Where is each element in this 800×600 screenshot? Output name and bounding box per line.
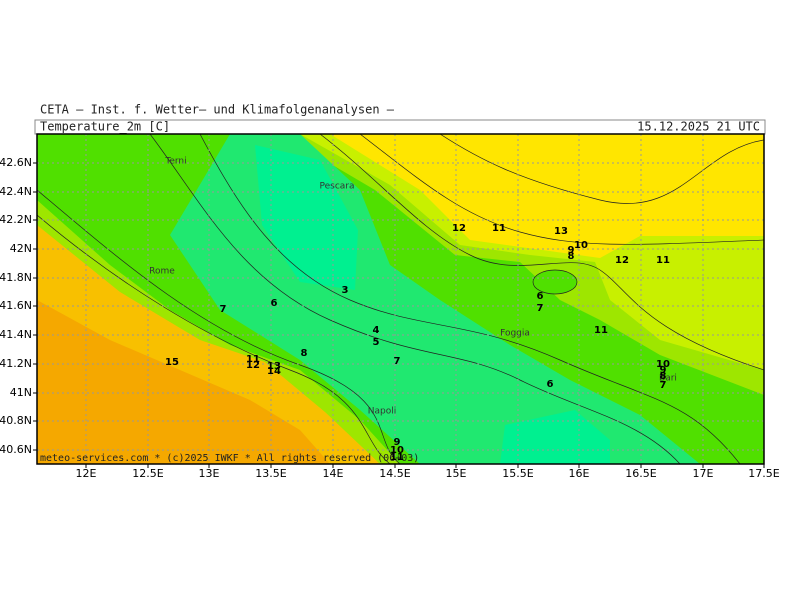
x-tick-label: 16.5E — [625, 467, 656, 480]
contour-label: 12 — [452, 223, 466, 234]
contour-label: 10 — [574, 240, 588, 251]
city-label: Napoli — [368, 407, 396, 417]
contour-label: 11 — [492, 223, 506, 234]
temperature-field — [37, 134, 764, 464]
contour-label: 11 — [390, 452, 404, 463]
contour-label: 6 — [271, 298, 278, 309]
y-tick-label: 41.4N — [0, 328, 32, 341]
contour-label: 7 — [394, 356, 401, 367]
contour-label: 14 — [267, 366, 281, 377]
x-tick-label: 12.5E — [132, 467, 163, 480]
x-tick-label: 12E — [76, 467, 97, 480]
source-title: CETA — Inst. f. Wetter— und Klimafolgena… — [40, 103, 395, 117]
contour-label: 13 — [267, 361, 281, 372]
x-tick-label: 14E — [323, 467, 344, 480]
contour-label: 8 — [568, 251, 575, 262]
contour-label: 3 — [342, 285, 349, 296]
y-tick-label: 41N — [10, 386, 32, 399]
x-tick-label: 15.5E — [502, 467, 533, 480]
contour-label: 7 — [537, 303, 544, 314]
contour-label: 8 — [660, 371, 667, 382]
y-tick-label: 41.8N — [0, 271, 32, 284]
field-title: Temperature_2m [C] — [40, 120, 170, 134]
contour-label: 6 — [537, 291, 544, 302]
y-tick-label: 42.4N — [0, 185, 32, 198]
contour-label: 9 — [568, 245, 575, 256]
labels: 12E 12.5E 13E 13.5E 14E 14.5E 15E 15.5E 16E 16.5E… — [0, 156, 780, 480]
contour-label: 11 — [656, 255, 670, 266]
x-tick-label: 17.5E — [748, 467, 779, 480]
x-tick-label: 16E — [569, 467, 590, 480]
x-tick-label: 13.5E — [255, 467, 286, 480]
contour-label: 9 — [660, 365, 667, 376]
contour-label: 10 — [390, 445, 404, 456]
y-tick-label: 40.8N — [0, 414, 32, 427]
city-label: Pescara — [319, 182, 354, 192]
y-tick-label: 41.6N — [0, 299, 32, 312]
y-tick-label: 40.6N — [0, 443, 32, 456]
graticule — [37, 134, 764, 464]
y-tick-label: 41.2N — [0, 357, 32, 370]
contour-label: 8 — [301, 348, 308, 359]
footer: meteo-services.com * (c)2025 IWKF * All … — [40, 453, 419, 464]
y-tick-label: 42.6N — [0, 156, 32, 169]
contour-label: 10 — [656, 359, 670, 370]
x-tick-label: 13E — [199, 467, 220, 480]
x-tick-label: 17E — [693, 467, 714, 480]
contour-label: 12 — [246, 360, 260, 371]
city-label: Foggia — [500, 329, 530, 339]
map-frame — [36, 133, 765, 465]
contour-label: 7 — [660, 380, 667, 391]
datetime: 15.12.2025 21 UTC — [637, 120, 760, 134]
city-label: Terni — [164, 157, 186, 167]
contour-label: 9 — [394, 437, 401, 448]
x-tick-label: 14.5E — [379, 467, 410, 480]
city-label: Rome — [149, 267, 175, 277]
y-tick-label: 42N — [10, 242, 32, 255]
x-tick-label: 15E — [446, 467, 467, 480]
contour-label: 5 — [373, 337, 380, 348]
city-label: Bari — [659, 374, 677, 384]
contour-label: 13 — [554, 226, 568, 237]
contour-label: 11 — [594, 325, 608, 336]
contour-label: 11 — [246, 354, 260, 365]
contour-label: 4 — [373, 325, 380, 336]
contour-label: 7 — [220, 304, 227, 315]
contour-label: 15 — [165, 357, 179, 368]
contour-label: 6 — [547, 379, 554, 390]
y-tick-label: 42.2N — [0, 213, 32, 226]
contour-label: 12 — [615, 255, 629, 266]
